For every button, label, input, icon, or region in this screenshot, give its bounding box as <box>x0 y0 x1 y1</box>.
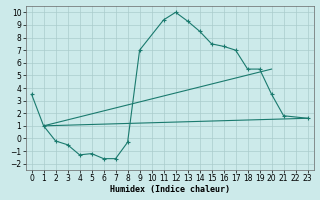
X-axis label: Humidex (Indice chaleur): Humidex (Indice chaleur) <box>109 185 230 194</box>
